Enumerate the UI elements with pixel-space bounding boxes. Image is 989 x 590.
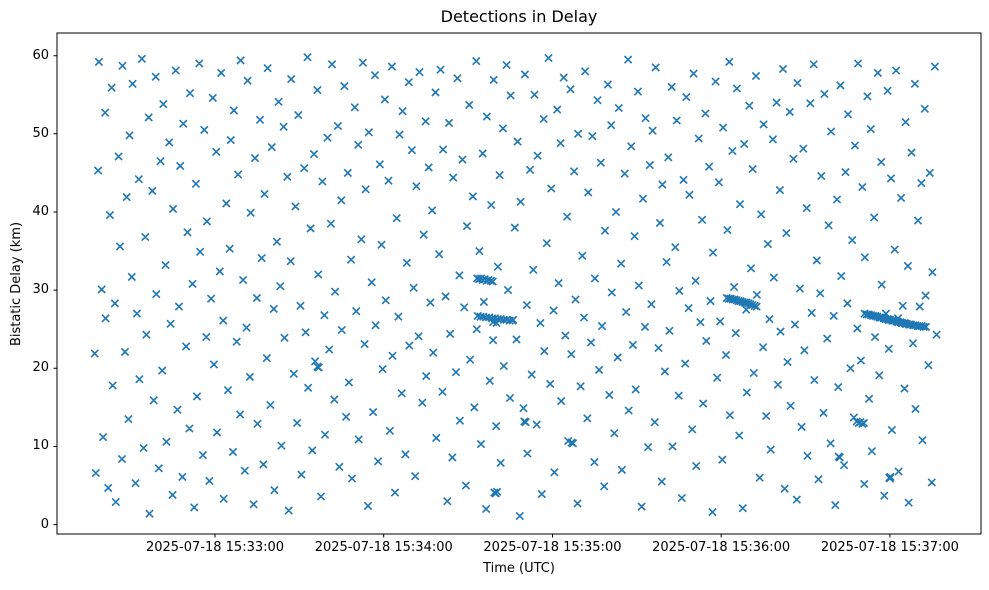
x-tick-label: 2025-07-18 15:36:00 [652,540,791,555]
x-tick-label: 2025-07-18 15:35:00 [483,540,622,555]
y-tick-label: 60 [32,47,49,63]
scatter-points [90,53,941,521]
y-tick-label: 10 [32,438,49,454]
x-tick-label: 2025-07-18 15:33:00 [145,540,285,555]
x-tick-label: 2025-07-18 15:34:00 [314,540,453,555]
x-tick-label: 2025-07-18 15:37:00 [820,540,959,555]
x-axis-label: Time (UTC) [483,561,555,576]
y-tick-label: 40 [32,203,49,219]
y-tick-label: 0 [40,516,49,532]
y-tick-label: 20 [32,360,49,376]
chart-title: Detections in Delay [440,7,598,26]
axes-frame [56,32,982,535]
y-tick-label: 30 [32,282,49,298]
y-tick-label: 50 [32,125,49,141]
tick-marks [53,55,891,538]
